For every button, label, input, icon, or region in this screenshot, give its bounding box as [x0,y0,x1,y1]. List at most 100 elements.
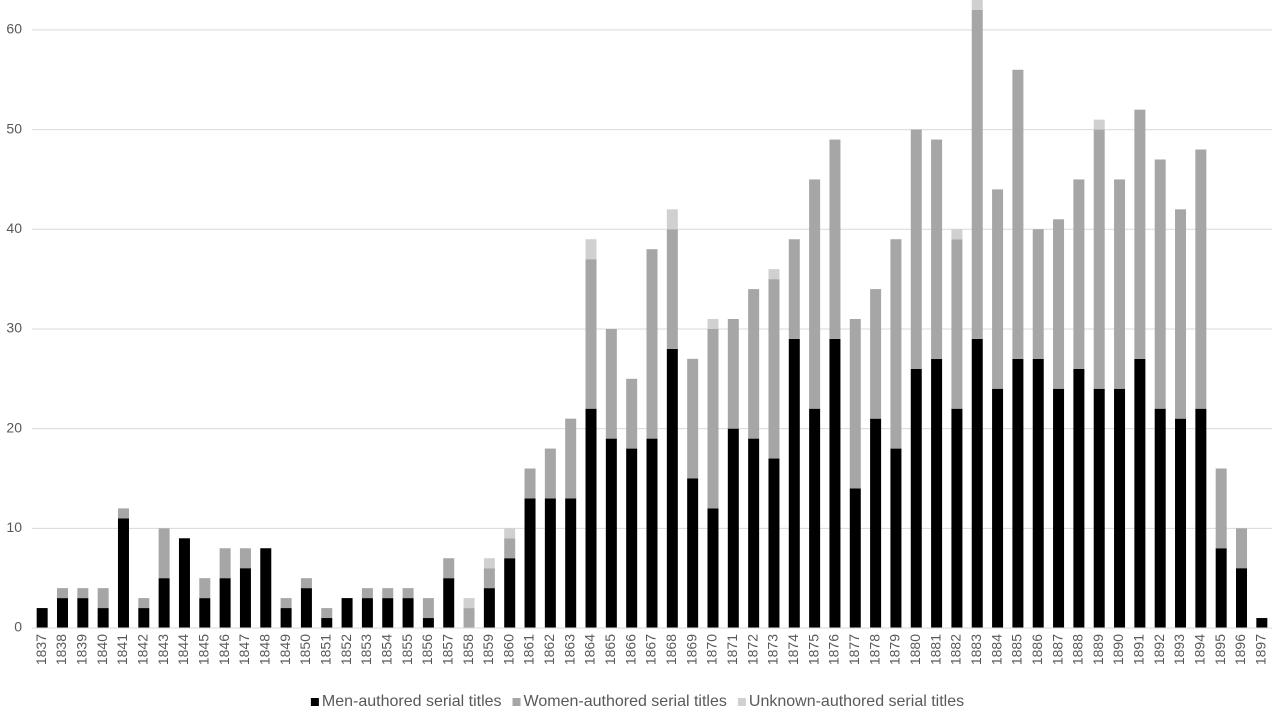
bar-segment [97,608,109,628]
bar-segment [1093,129,1105,389]
bar-segment [666,348,678,628]
bar-segment [504,528,516,539]
bar-segment [463,598,475,609]
x-tick-label: 1875 [805,634,821,665]
bar-segment [1236,528,1248,569]
bar-segment [870,418,882,628]
x-tick-label: 1874 [785,634,801,665]
bar-segment [768,458,780,628]
bar-segment [1195,408,1207,628]
bar-segment [626,448,638,628]
bar-segment [829,139,841,339]
bar-segment [626,378,638,449]
bar-segment [1073,368,1085,628]
bar-segment [239,548,251,569]
bar-segment [1134,109,1146,359]
x-tick-label: 1847 [236,634,252,665]
bar-segment [199,598,211,628]
bar-segment [544,448,556,499]
bar-segment [971,9,983,339]
bar-segment [870,289,882,419]
bar-segment [361,598,373,628]
x-tick-label: 1887 [1049,634,1065,665]
x-tick-label: 1894 [1192,634,1208,665]
x-tick-label: 1851 [317,634,333,665]
bar-segment [1093,388,1105,628]
bar-segment [280,608,292,628]
bar-segment [829,338,841,628]
bar-segment [646,438,658,628]
bar-segment [910,368,922,628]
x-tick-label: 1842 [135,634,151,665]
bar-segment [158,578,170,628]
bar-segment [138,608,150,628]
bar-segment [1215,468,1227,549]
bar-segment [890,239,902,449]
x-tick-label: 1854 [378,634,394,665]
bar-segment [585,408,597,628]
legend-swatch [512,698,521,706]
bar-segment [605,438,617,628]
bar-segment [1114,179,1126,389]
x-tick-label: 1877 [846,634,862,665]
x-tick-label: 1840 [94,634,110,665]
bar-segment [1053,388,1065,628]
bar-segment [849,488,861,628]
bar-segment [1236,568,1248,628]
x-tick-label: 1841 [114,634,130,665]
bar-segment [443,578,455,628]
bar-segment [707,508,719,628]
bar-segment [483,568,495,589]
legend-swatch [310,698,319,706]
x-tick-label: 1873 [765,634,781,665]
bar-segment [809,408,821,628]
bar-segment [727,318,739,429]
bar-segment [890,448,902,628]
bar-segment [158,528,170,579]
bar-segment [585,259,597,409]
bar-segment [117,518,129,628]
x-tick-label: 1859 [480,634,496,665]
bar-segment [748,438,760,628]
bar-segment [402,588,414,599]
x-tick-label: 1885 [1009,634,1025,665]
bar-segment [199,578,211,599]
x-tick-label: 1845 [195,634,211,665]
x-tick-label: 1871 [724,634,740,665]
bar-segment [260,548,272,628]
y-tick-label: 40 [6,220,22,236]
bar-segment [422,618,434,628]
x-tick-label: 1837 [33,634,49,665]
x-tick-label: 1848 [256,634,272,665]
bar-segment [768,269,780,280]
x-tick-label: 1860 [500,634,516,665]
x-tick-label: 1838 [53,634,69,665]
x-tick-label: 1866 [622,634,638,665]
bar-segment [77,588,89,599]
bar-segment [1195,149,1207,409]
x-tick-label: 1890 [1110,634,1126,665]
bar-segment [565,498,577,628]
x-tick-label: 1861 [521,634,537,665]
bar-segment [931,139,943,359]
bar-segment [178,538,190,628]
x-tick-label: 1884 [988,634,1004,665]
y-tick-label: 10 [6,519,22,535]
bar-segment [951,408,963,628]
x-tick-label: 1853 [358,634,374,665]
bar-segment [951,229,963,240]
x-tick-label: 1888 [1070,634,1086,665]
bar-segment [382,588,394,599]
x-tick-label: 1856 [419,634,435,665]
bar-segment [361,588,373,599]
bar-segment [1154,159,1166,409]
bar-segment [280,598,292,609]
bar-segment [666,209,678,230]
y-tick-label: 60 [6,21,22,37]
x-tick-label: 1868 [663,634,679,665]
bar-segment [36,608,48,628]
bar-segment [687,478,699,628]
bar-segment [483,588,495,628]
bar-segment [687,358,699,479]
